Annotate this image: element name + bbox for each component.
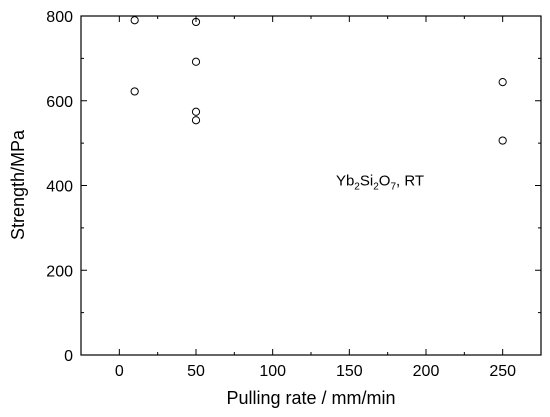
x-axis-title: Pulling rate / mm/min	[226, 388, 395, 408]
x-tick-label: 100	[259, 363, 286, 380]
y-tick-label: 0	[64, 348, 73, 365]
x-tick-label: 0	[115, 363, 124, 380]
data-point	[191, 17, 201, 27]
annotation-label: Yb2Si2O7, RT	[336, 173, 424, 193]
x-tick-label: 150	[336, 363, 363, 380]
y-tick-label: 200	[46, 263, 73, 280]
axis-ticks	[80, 15, 542, 356]
data-point	[130, 16, 139, 25]
y-tick-label: 800	[46, 9, 73, 26]
data-point	[191, 116, 201, 125]
data-point	[130, 87, 139, 96]
y-tick-label: 600	[46, 94, 73, 111]
data-point	[191, 57, 201, 66]
x-tick-label: 250	[489, 363, 516, 380]
plot-frame	[80, 15, 542, 356]
axis-tick-labels: 0 50 100 150 200 250 0 200 400 600 800	[46, 9, 516, 380]
data-point	[498, 136, 507, 145]
y-axis-title: Strength/MPa	[8, 129, 28, 240]
x-tick-label: 200	[413, 363, 440, 380]
x-tick-label: 50	[187, 363, 205, 380]
data-point	[498, 78, 507, 87]
data-points	[130, 16, 507, 145]
y-tick-label: 400	[46, 179, 73, 196]
data-point	[191, 107, 201, 116]
